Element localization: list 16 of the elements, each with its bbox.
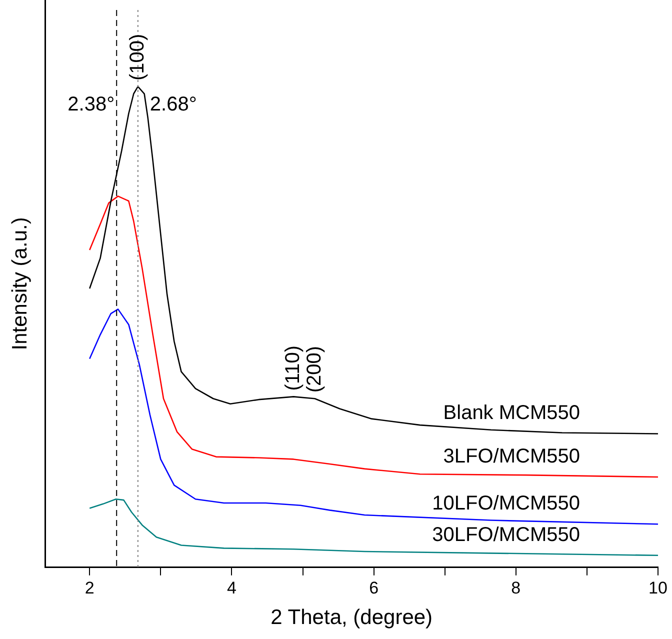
y-axis-title: Intensity (a.u.): [8, 217, 32, 350]
series-label: 10LFO/MCM550: [432, 492, 580, 515]
ref-line-label: 2.68°: [150, 94, 197, 116]
x-tick-label: 8: [511, 578, 521, 598]
series-label: 30LFO/MCM550: [432, 524, 580, 546]
x-tick-label: 2: [84, 578, 94, 598]
annotation: (200): [303, 346, 326, 393]
x-tick-label: 6: [369, 578, 379, 598]
series-label: Blank MCM550: [443, 402, 580, 424]
series-label: 3LFO/MCM550: [443, 446, 580, 468]
annotation: (100): [126, 34, 148, 81]
x-axis-title: 2 Theta, (degree): [270, 606, 433, 630]
x-tick-label: 4: [226, 578, 236, 598]
annotation: (110): [282, 345, 304, 391]
x-tick-label: 10: [648, 578, 668, 598]
ref-line-label: 2.38°: [68, 94, 115, 116]
